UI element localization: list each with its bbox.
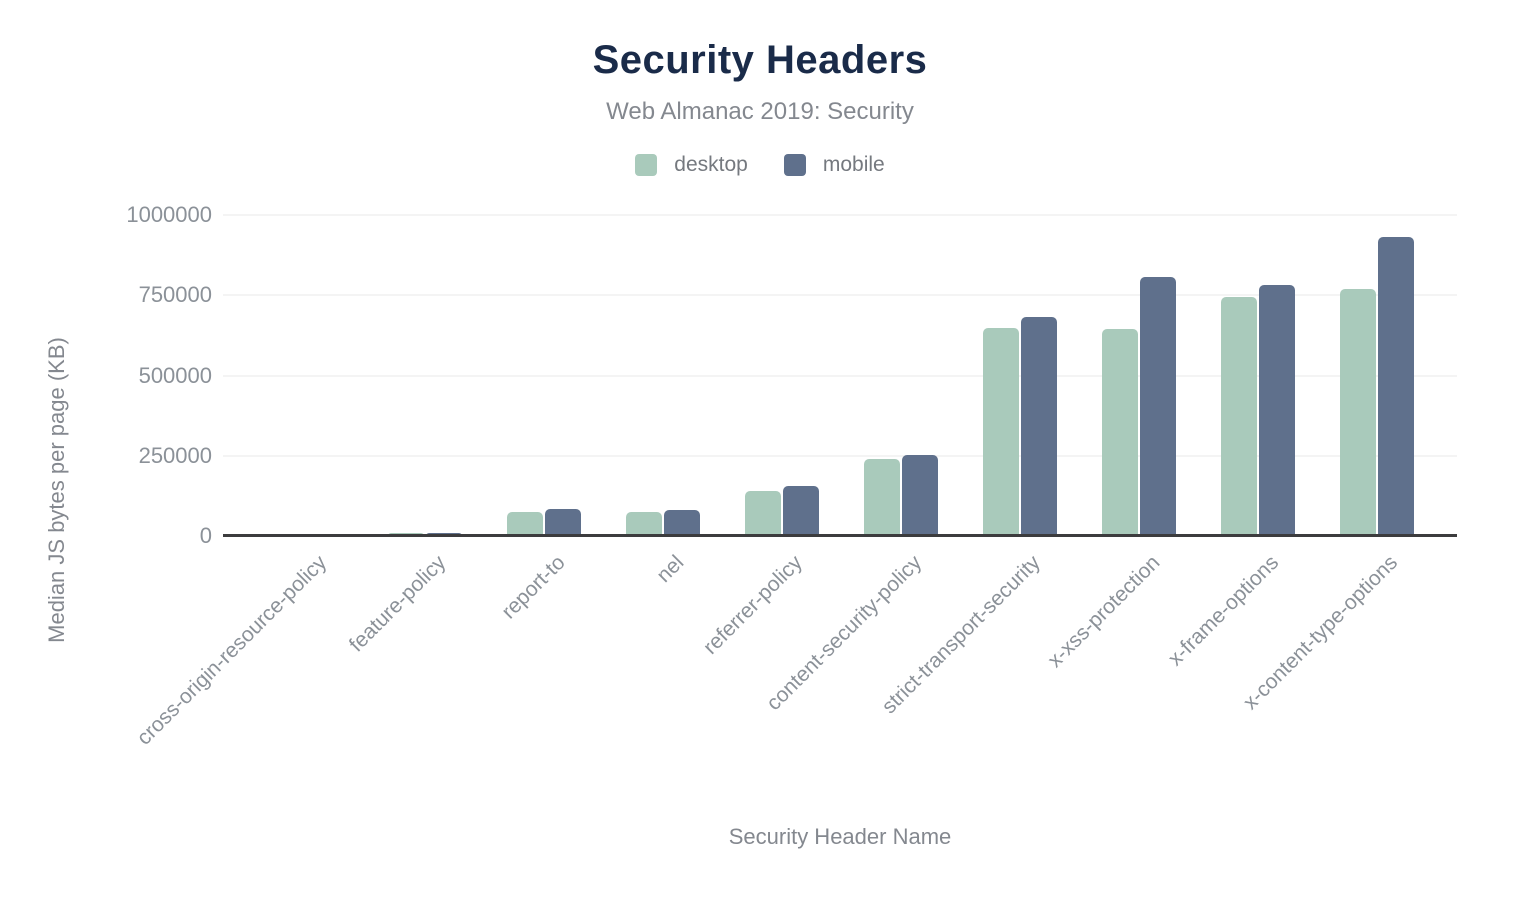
bar-desktop-x-frame-options[interactable] [1221,297,1257,536]
legend-swatch-desktop [635,154,658,176]
x-tick-label-report-to: report-to [496,551,570,624]
bar-mobile-x-xss-protection[interactable] [1140,277,1176,536]
gridline-500000 [223,374,1457,377]
legend-item-desktop: desktop [635,153,748,177]
bar-desktop-report-to[interactable] [507,511,543,536]
y-tick-label-750000: 750000 [138,282,212,308]
gridline-1000000 [223,214,1457,216]
chart-title: Security Headers [592,38,928,82]
gridline-250000 [223,454,1457,457]
y-tick-label-1000000: 1000000 [126,202,212,227]
y-tick-label-0: 0 [199,523,212,548]
x-tick-label-referrer-policy: referrer-policy [699,551,808,659]
x-tick-label-cross-origin-resource-policy: cross-origin-resource-policy [132,551,332,750]
bar-desktop-content-security-policy[interactable] [864,459,900,536]
x-tick-label-x-frame-options: x-frame-options [1163,551,1284,671]
chart-subtitle: Web Almanac 2019: Security [606,98,914,125]
y-tick-label-500000: 500000 [138,362,212,388]
legend-label-desktop: desktop [674,153,748,176]
bar-mobile-strict-transport-security[interactable] [1021,317,1057,536]
bar-mobile-content-security-policy[interactable] [902,455,938,536]
legend-swatch-mobile [783,154,806,176]
bar-mobile-referrer-policy[interactable] [783,485,819,536]
x-axis-line [223,534,1457,537]
y-axis-title: Median JS bytes per page (KB) [44,337,69,643]
legend-item-mobile: mobile [783,153,885,177]
bar-desktop-referrer-policy[interactable] [745,491,781,536]
bar-mobile-report-to[interactable] [545,509,581,536]
x-tick-label-nel: nel [652,551,689,588]
y-tick-label-250000: 250000 [138,442,212,468]
chart-legend: desktop mobile [0,153,1520,177]
bar-mobile-nel[interactable] [664,510,700,536]
bar-desktop-strict-transport-security[interactable] [983,328,1019,536]
bar-desktop-x-content-type-options[interactable] [1340,288,1376,536]
gridline-750000 [223,294,1457,297]
bar-desktop-nel[interactable] [626,512,662,536]
x-tick-label-feature-policy: feature-policy [344,551,451,657]
legend-label-mobile: mobile [822,153,885,176]
plot-area [223,214,1457,537]
x-tick-label-x-xss-protection: x-xss-protection [1043,551,1165,673]
bar-desktop-x-xss-protection[interactable] [1102,329,1138,536]
x-axis-title: Security Header Name [728,824,952,849]
bar-mobile-x-frame-options[interactable] [1259,285,1295,536]
bar-mobile-x-content-type-options[interactable] [1378,236,1414,536]
